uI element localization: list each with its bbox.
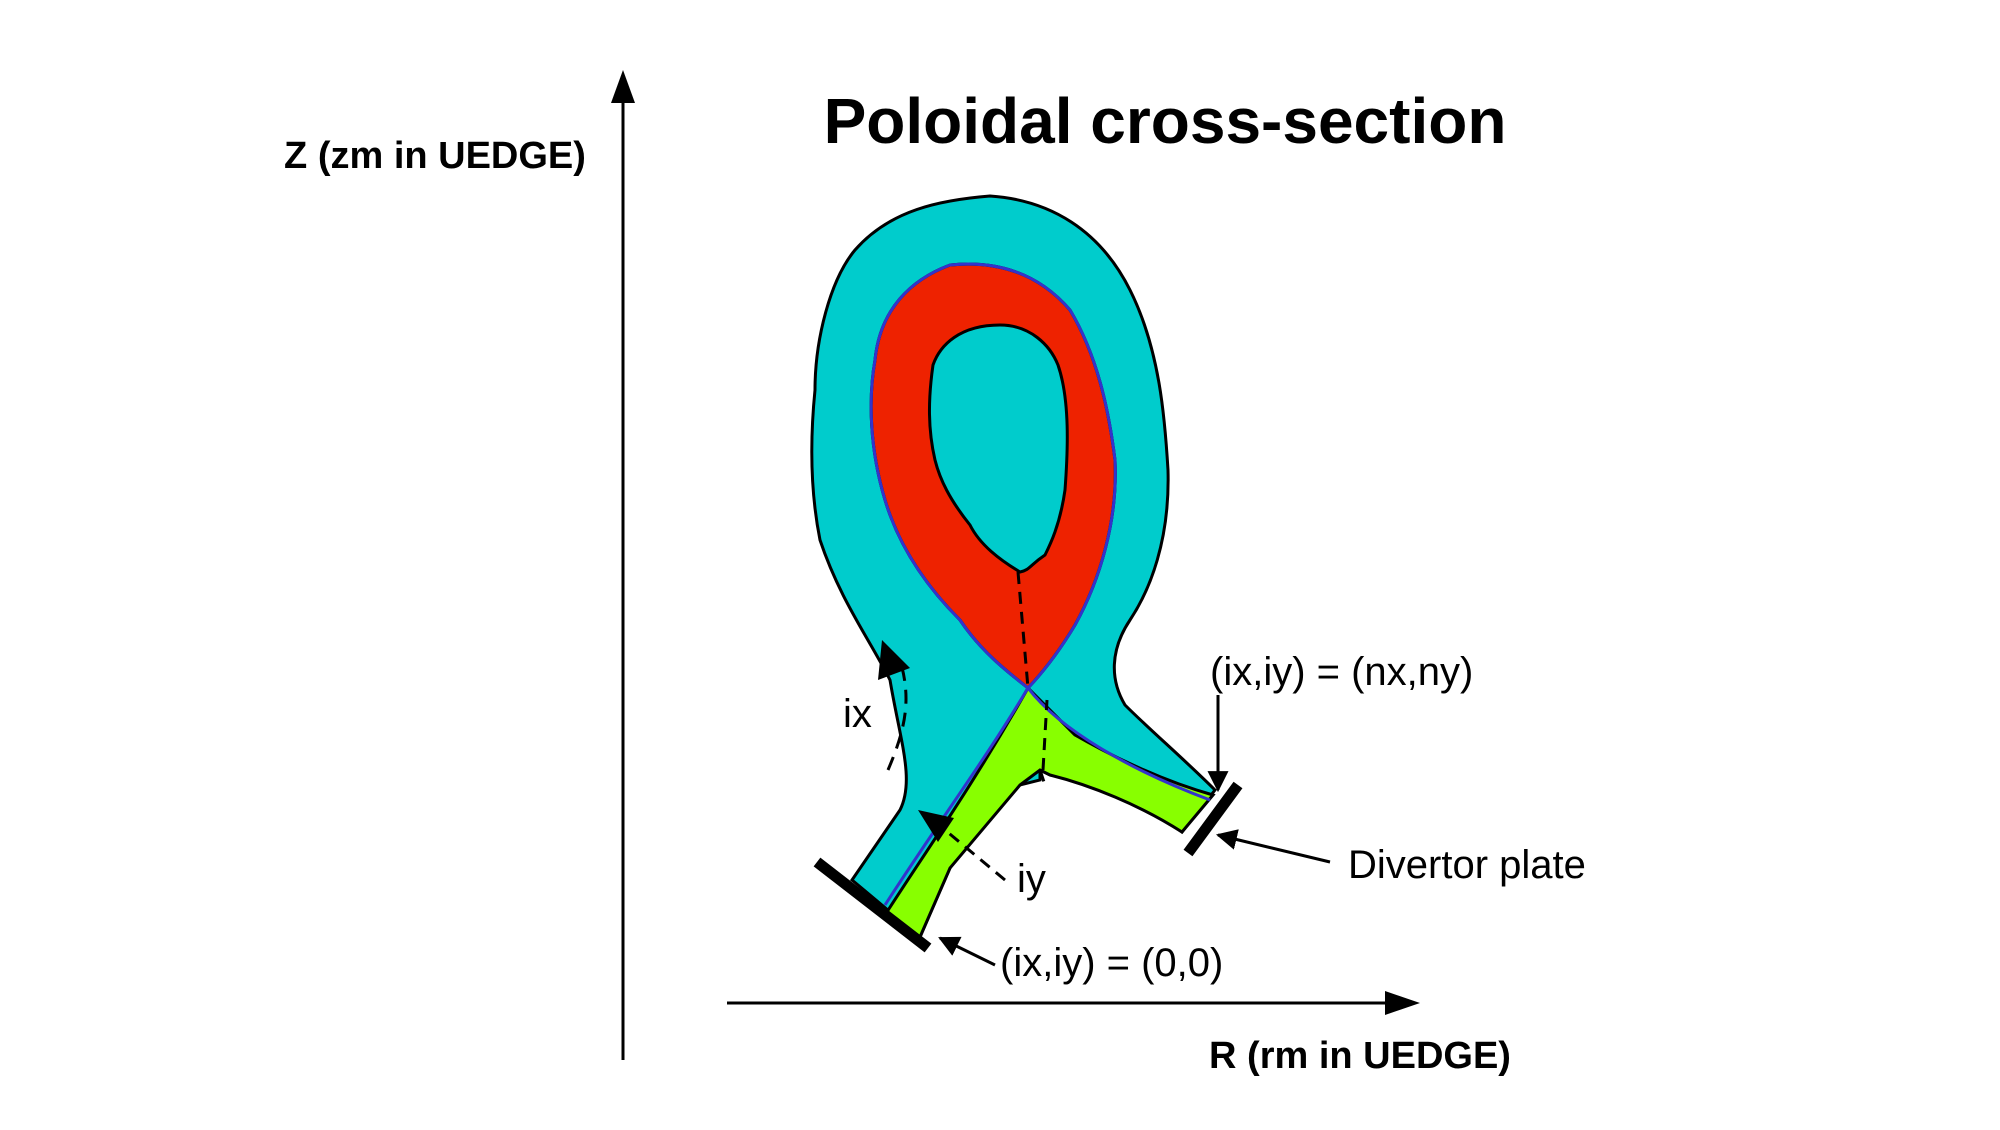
pf-cut-line xyxy=(1038,769,1047,786)
pf-cut-line-2 xyxy=(1041,699,1049,771)
separatrix-line xyxy=(869,262,1211,906)
z-axis-arrowhead xyxy=(611,70,635,103)
iy-label: iy xyxy=(1017,857,1046,901)
divertor-pointer xyxy=(1215,829,1331,864)
divertor-label: Divertor plate xyxy=(1348,843,1586,887)
ix-direction-arrow xyxy=(886,659,908,771)
end-label: (ix,iy) = (nx,ny) xyxy=(1210,650,1473,694)
origin-pointer xyxy=(938,936,996,967)
ix-label: ix xyxy=(843,692,872,736)
ix-arrowhead xyxy=(878,640,910,680)
divertor-plate-left xyxy=(813,857,932,953)
private-flux-region xyxy=(882,685,1216,940)
r-axis-arrowhead xyxy=(1385,991,1420,1015)
iy-arrowhead xyxy=(918,810,954,842)
iy-direction-arrow xyxy=(944,828,1006,882)
diagram-title: Poloidal cross-section xyxy=(824,85,1507,157)
divertor-plate-right xyxy=(1183,781,1243,857)
r-axis-label: R (rm in UEDGE) xyxy=(1209,1035,1511,1077)
origin-label: (ix,iy) = (0,0) xyxy=(1000,941,1223,985)
z-axis-label: Z (zm in UEDGE) xyxy=(284,135,586,177)
